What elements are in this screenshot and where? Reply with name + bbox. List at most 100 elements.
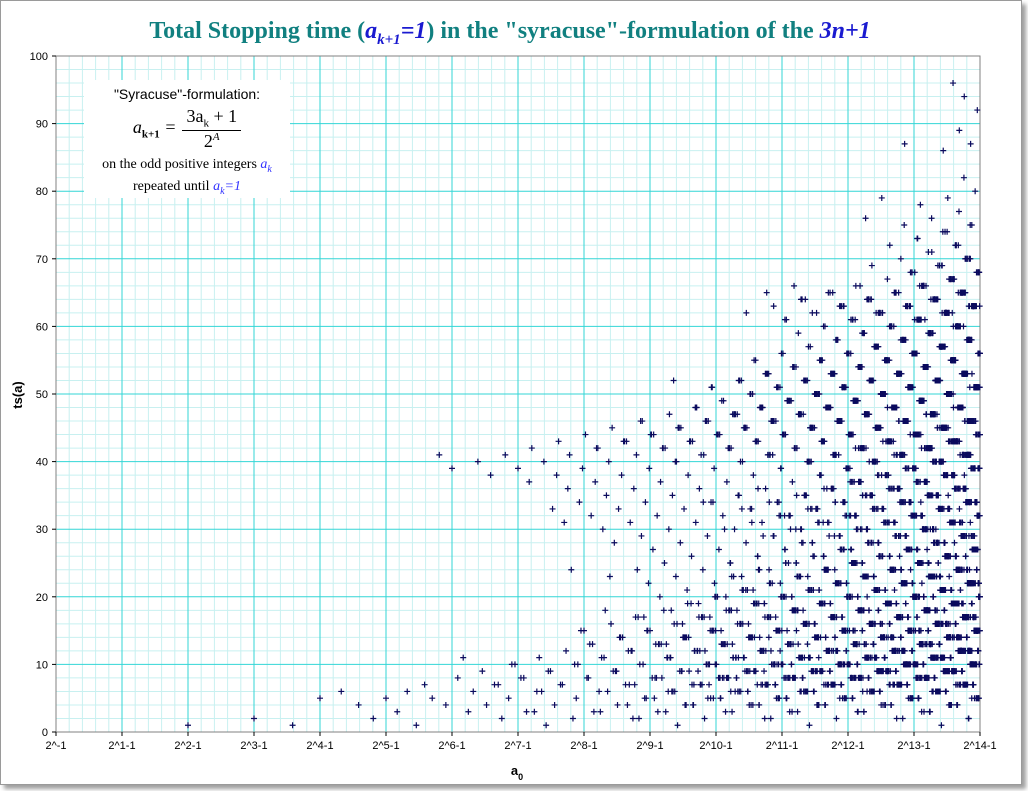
data-point [688, 600, 695, 607]
data-point [631, 681, 638, 688]
data-point [960, 600, 967, 607]
data-point [569, 715, 576, 722]
data-point [505, 695, 512, 702]
data-point [646, 465, 653, 472]
data-point [811, 424, 818, 431]
data-point [685, 634, 692, 641]
x-tick-label: 2^13-1 [897, 740, 930, 752]
data-point [555, 438, 562, 445]
data-point [606, 573, 613, 580]
data-point [893, 668, 900, 675]
data-point [839, 614, 846, 621]
data-point [640, 661, 647, 668]
data-point [909, 647, 916, 654]
data-point [602, 607, 609, 614]
data-point [289, 722, 296, 729]
data-point [761, 600, 768, 607]
data-point [940, 458, 947, 465]
data-point [642, 499, 649, 506]
data-point [782, 546, 789, 553]
data-point [953, 553, 960, 560]
data-point [531, 708, 538, 715]
data-point [650, 431, 657, 438]
data-point [854, 397, 861, 404]
y-axis-label: ts(a) [10, 381, 25, 408]
data-point [958, 634, 965, 641]
data-point [831, 681, 838, 688]
data-point [754, 553, 761, 560]
data-point [854, 593, 861, 600]
data-point [731, 526, 738, 533]
data-point [722, 708, 729, 715]
data-point [838, 418, 845, 425]
y-tick-label: 20 [36, 592, 48, 604]
data-point [563, 647, 570, 654]
title-condition: ak+1=1 [365, 18, 426, 48]
data-point [734, 411, 741, 418]
data-point [949, 309, 956, 316]
data-point [804, 688, 811, 695]
data-point [914, 546, 921, 553]
data-point [755, 485, 762, 492]
data-point [564, 485, 571, 492]
data-point [573, 695, 580, 702]
data-point [738, 505, 745, 512]
data-point [819, 668, 826, 675]
data-point [597, 708, 604, 715]
data-point [842, 384, 849, 391]
data-point [941, 539, 948, 546]
formula-num-var: 3a [186, 106, 204, 126]
data-point [811, 620, 818, 627]
data-point [804, 377, 811, 384]
data-point [483, 701, 490, 708]
data-point [630, 485, 637, 492]
data-point [974, 107, 981, 114]
data-point [690, 681, 697, 688]
data-point [938, 722, 945, 729]
data-point [674, 620, 681, 627]
data-point [783, 593, 790, 600]
data-point [709, 499, 716, 506]
data-point [893, 715, 900, 722]
data-point [939, 262, 946, 269]
y-tick-label: 70 [36, 254, 48, 266]
data-point [940, 147, 947, 154]
x-tick-label: 2^3-1 [240, 740, 267, 752]
data-point [950, 80, 957, 87]
y-tick-label: 80 [36, 186, 48, 198]
y-tick-label: 0 [42, 727, 48, 739]
data-point [775, 499, 782, 506]
data-point [568, 566, 575, 573]
data-point [710, 695, 717, 702]
data-point [589, 641, 596, 648]
data-point [864, 526, 871, 533]
data-point [429, 695, 436, 702]
data-point [730, 573, 737, 580]
data-point [882, 587, 889, 594]
data-point [543, 722, 550, 729]
data-point [942, 587, 949, 594]
data-point [898, 634, 905, 641]
data-point [692, 519, 699, 526]
data-point [737, 688, 744, 695]
data-point [959, 404, 966, 411]
data-point [770, 532, 777, 539]
data-point [841, 499, 848, 506]
data-point [934, 296, 941, 303]
data-point [718, 627, 725, 634]
data-point [817, 634, 824, 641]
data-point [917, 499, 924, 506]
data-point [671, 688, 678, 695]
data-point [594, 445, 601, 452]
y-tick-label: 100 [30, 51, 48, 63]
data-point [851, 627, 858, 634]
data-point [752, 357, 759, 364]
data-point [925, 363, 932, 370]
data-point [822, 634, 829, 641]
data-point [841, 546, 848, 553]
formula-lhs: ak+1 = [132, 117, 177, 141]
data-point [857, 282, 864, 289]
data-point [355, 701, 362, 708]
data-point [660, 607, 667, 614]
data-point [790, 641, 797, 648]
